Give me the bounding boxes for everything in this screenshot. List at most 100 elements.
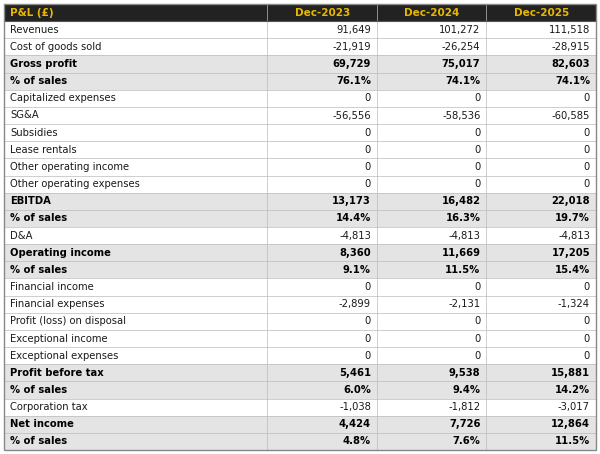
Text: 22,018: 22,018: [551, 196, 590, 206]
Text: % of sales: % of sales: [10, 265, 67, 275]
Text: -58,536: -58,536: [442, 110, 481, 120]
Bar: [4, 278, 596, 296]
Text: 0: 0: [584, 350, 590, 360]
Text: -3,017: -3,017: [558, 402, 590, 412]
Text: 0: 0: [365, 350, 371, 360]
Text: Dec-2024: Dec-2024: [404, 8, 460, 18]
Text: 0: 0: [474, 316, 481, 326]
Bar: [4, 227, 596, 244]
Text: -4,813: -4,813: [558, 231, 590, 241]
Text: 0: 0: [474, 94, 481, 104]
Text: 15,881: 15,881: [551, 368, 590, 378]
Text: 0: 0: [584, 128, 590, 138]
Bar: [4, 21, 596, 38]
Text: 0: 0: [474, 179, 481, 189]
Text: 0: 0: [474, 162, 481, 172]
Bar: [4, 124, 596, 141]
Text: Subsidies: Subsidies: [10, 128, 58, 138]
Bar: [4, 262, 596, 278]
Text: D&A: D&A: [10, 231, 32, 241]
Text: -2,131: -2,131: [448, 299, 481, 309]
Text: 74.1%: 74.1%: [445, 76, 481, 86]
Text: 11.5%: 11.5%: [555, 436, 590, 446]
Text: 5,461: 5,461: [339, 368, 371, 378]
Bar: [4, 433, 596, 450]
Text: 0: 0: [474, 145, 481, 155]
Text: Profit before tax: Profit before tax: [10, 368, 104, 378]
Text: 16,482: 16,482: [442, 196, 481, 206]
Text: -2,899: -2,899: [339, 299, 371, 309]
Text: 19.7%: 19.7%: [555, 213, 590, 223]
Text: Exceptional expenses: Exceptional expenses: [10, 350, 118, 360]
Bar: [4, 55, 596, 73]
Text: 0: 0: [584, 145, 590, 155]
Text: 74.1%: 74.1%: [555, 76, 590, 86]
Text: Dec-2023: Dec-2023: [295, 8, 350, 18]
Text: -4,813: -4,813: [339, 231, 371, 241]
Bar: [4, 176, 596, 192]
Text: Profit (loss) on disposal: Profit (loss) on disposal: [10, 316, 126, 326]
Text: 7.6%: 7.6%: [452, 436, 481, 446]
Text: 9.1%: 9.1%: [343, 265, 371, 275]
Text: Corporation tax: Corporation tax: [10, 402, 88, 412]
Text: -26,254: -26,254: [442, 42, 481, 52]
Text: -4,813: -4,813: [449, 231, 481, 241]
Bar: [4, 313, 596, 330]
Text: 0: 0: [474, 334, 481, 344]
Bar: [4, 192, 596, 210]
Text: 82,603: 82,603: [551, 59, 590, 69]
Text: Dec-2025: Dec-2025: [514, 8, 569, 18]
Text: -1,812: -1,812: [448, 402, 481, 412]
Text: 0: 0: [584, 162, 590, 172]
Bar: [4, 416, 596, 433]
Text: Gross profit: Gross profit: [10, 59, 77, 69]
Bar: [4, 244, 596, 262]
Text: -28,915: -28,915: [551, 42, 590, 52]
Text: 91,649: 91,649: [336, 25, 371, 35]
Text: Operating income: Operating income: [10, 248, 111, 258]
Text: 4.8%: 4.8%: [343, 436, 371, 446]
Text: 0: 0: [365, 316, 371, 326]
Text: Cost of goods sold: Cost of goods sold: [10, 42, 101, 52]
Text: Revenues: Revenues: [10, 25, 59, 35]
Text: 0: 0: [365, 282, 371, 292]
Text: Net income: Net income: [10, 419, 74, 429]
Bar: [4, 347, 596, 364]
Text: 16.3%: 16.3%: [445, 213, 481, 223]
Bar: [4, 107, 596, 124]
Text: SG&A: SG&A: [10, 110, 39, 120]
Text: 6.0%: 6.0%: [343, 385, 371, 395]
Text: 0: 0: [365, 334, 371, 344]
Text: 0: 0: [584, 94, 590, 104]
Text: 0: 0: [474, 350, 481, 360]
Text: 0: 0: [474, 128, 481, 138]
Text: 14.4%: 14.4%: [335, 213, 371, 223]
Bar: [4, 90, 596, 107]
Text: 111,518: 111,518: [549, 25, 590, 35]
Text: P&L (£): P&L (£): [10, 8, 53, 18]
Text: 7,726: 7,726: [449, 419, 481, 429]
Bar: [4, 330, 596, 347]
Text: % of sales: % of sales: [10, 385, 67, 395]
Text: Capitalized expenses: Capitalized expenses: [10, 94, 116, 104]
Bar: [4, 4, 596, 21]
Text: 0: 0: [584, 282, 590, 292]
Text: % of sales: % of sales: [10, 76, 67, 86]
Bar: [4, 73, 596, 90]
Text: % of sales: % of sales: [10, 213, 67, 223]
Text: 69,729: 69,729: [332, 59, 371, 69]
Text: Financial expenses: Financial expenses: [10, 299, 104, 309]
Text: Financial income: Financial income: [10, 282, 94, 292]
Text: 75,017: 75,017: [442, 59, 481, 69]
Bar: [4, 38, 596, 55]
Text: 13,173: 13,173: [332, 196, 371, 206]
Bar: [4, 141, 596, 158]
Text: 0: 0: [365, 145, 371, 155]
Text: 0: 0: [474, 282, 481, 292]
Text: 14.2%: 14.2%: [555, 385, 590, 395]
Text: -56,556: -56,556: [332, 110, 371, 120]
Text: Other operating expenses: Other operating expenses: [10, 179, 140, 189]
Text: 11,669: 11,669: [442, 248, 481, 258]
Bar: [4, 364, 596, 381]
Text: 0: 0: [584, 334, 590, 344]
